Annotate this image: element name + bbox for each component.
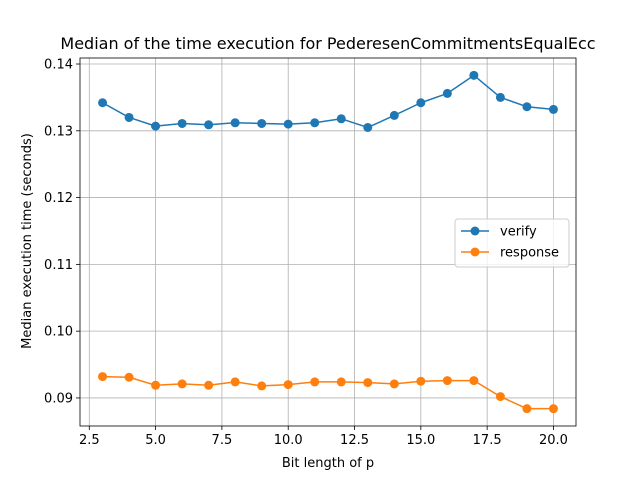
- data-point-response: [442, 376, 452, 386]
- data-point-response: [151, 380, 161, 390]
- data-point-response: [204, 380, 214, 390]
- y-tick-label: 0.11: [44, 258, 73, 273]
- y-tick-label: 0.12: [44, 191, 73, 206]
- x-tick-label: 15.0: [406, 433, 435, 448]
- data-point-response: [495, 392, 505, 402]
- data-point-verify: [177, 118, 187, 128]
- y-tick-label: 0.13: [44, 124, 73, 139]
- x-axis-label: Bit length of p: [282, 456, 374, 471]
- x-tick-label: 5.0: [145, 433, 166, 448]
- y-tick-label: 0.10: [44, 325, 73, 340]
- legend-label: verify: [500, 225, 537, 240]
- data-point-verify: [363, 122, 373, 132]
- data-point-verify: [283, 119, 293, 129]
- data-point-verify: [204, 120, 214, 130]
- data-point-response: [522, 404, 532, 414]
- data-point-response: [124, 372, 134, 382]
- x-axis: 2.5 5.0 7.5 10.0 12.5 15.0 17.5 20.0: [79, 426, 568, 448]
- x-tick-label: 17.5: [473, 433, 502, 448]
- series-response: [98, 372, 558, 414]
- data-point-response: [257, 381, 267, 391]
- data-point-verify: [151, 121, 161, 131]
- y-axis-label: Median execution time (seconds): [20, 133, 35, 349]
- legend-label: response: [500, 246, 559, 261]
- data-point-response: [230, 377, 240, 387]
- data-point-verify: [389, 110, 399, 120]
- legend-item-response: response: [461, 246, 559, 261]
- data-point-verify: [124, 112, 134, 122]
- data-point-verify: [522, 102, 532, 112]
- legend: verify response: [454, 218, 570, 268]
- y-axis: 0.09 0.10 0.11 0.12 0.13 0.14: [44, 58, 80, 406]
- x-tick-label: 2.5: [79, 433, 100, 448]
- x-tick-label: 10.0: [274, 433, 303, 448]
- data-point-response: [469, 376, 479, 386]
- x-tick-label: 7.5: [212, 433, 233, 448]
- data-point-response: [177, 379, 187, 389]
- data-point-response: [310, 377, 320, 387]
- data-point-verify: [548, 104, 558, 114]
- data-point-response: [548, 404, 558, 414]
- data-point-verify: [469, 70, 479, 80]
- series-layer: [98, 70, 558, 414]
- legend-swatch-marker: [470, 226, 480, 236]
- data-point-verify: [98, 98, 108, 108]
- data-point-response: [336, 377, 346, 387]
- data-point-response: [416, 376, 426, 386]
- data-point-verify: [495, 92, 505, 102]
- data-point-verify: [230, 118, 240, 128]
- legend-item-verify: verify: [461, 225, 537, 240]
- data-point-verify: [416, 98, 426, 108]
- legend-swatch-marker: [470, 247, 480, 257]
- data-point-response: [283, 380, 293, 390]
- series-verify: [98, 70, 558, 132]
- y-tick-label: 0.14: [44, 58, 73, 73]
- x-tick-label: 12.5: [340, 433, 369, 448]
- chart-title: Median of the time execution for Pederes…: [60, 34, 595, 53]
- data-point-verify: [336, 114, 346, 124]
- plot-frame: [79, 57, 577, 427]
- data-point-response: [98, 372, 108, 382]
- data-point-response: [363, 378, 373, 388]
- y-tick-label: 0.09: [44, 391, 73, 406]
- data-point-response: [389, 379, 399, 389]
- x-tick-label: 20.0: [539, 433, 568, 448]
- data-point-verify: [257, 118, 267, 128]
- data-point-verify: [442, 88, 452, 98]
- data-point-verify: [310, 118, 320, 128]
